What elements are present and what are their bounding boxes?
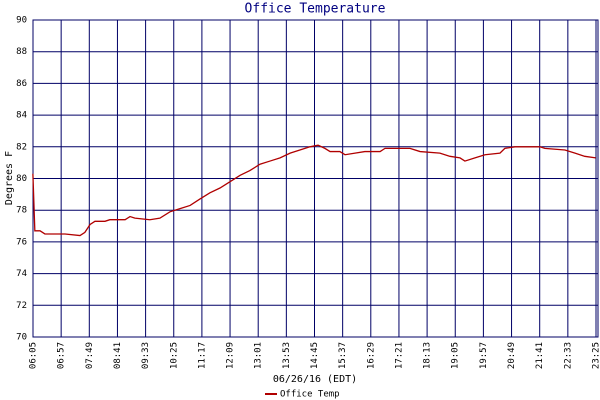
x-axis-label: 06/26/16 (EDT) — [273, 374, 357, 385]
chart-title: Office Temperature — [245, 2, 386, 17]
y-tick-label: 76 — [16, 237, 27, 247]
y-tick-label: 72 — [16, 301, 27, 311]
x-tick-label: 09:33 — [141, 342, 151, 369]
y-tick-label: 70 — [16, 333, 27, 343]
y-tick-label: 90 — [16, 16, 27, 26]
y-tick-label: 86 — [16, 79, 27, 89]
x-tick-label: 20:49 — [507, 342, 517, 369]
x-tick-label: 22:33 — [563, 342, 573, 369]
y-tick-label: 74 — [16, 269, 27, 279]
x-tick-label: 08:41 — [113, 342, 123, 369]
x-tick-label: 17:21 — [394, 342, 404, 369]
x-tick-label: 06:57 — [57, 342, 67, 369]
x-tick-label: 14:45 — [310, 342, 320, 369]
x-tick-label: 13:53 — [282, 342, 292, 369]
x-tick-label: 13:01 — [254, 342, 264, 369]
x-tick-label: 16:29 — [366, 342, 376, 369]
y-tick-label: 84 — [16, 111, 27, 121]
legend-label: Office Temp — [280, 390, 340, 400]
x-tick-label: 11:17 — [197, 342, 207, 369]
x-tick-label: 07:49 — [85, 342, 95, 369]
x-tick-label: 23:25 — [592, 342, 600, 369]
data-line — [32, 144, 596, 237]
x-tick-label: 21:41 — [535, 342, 545, 369]
y-axis-label: Degrees F — [4, 151, 15, 205]
x-tick-label: 10:25 — [169, 342, 179, 369]
x-tick-label: 19:57 — [479, 342, 489, 369]
x-tick-label: 18:13 — [423, 342, 433, 369]
y-tick-label: 82 — [16, 142, 27, 152]
x-tick-label: 06:05 — [29, 342, 39, 369]
x-tick-label: 15:37 — [338, 342, 348, 369]
x-tick-label: 12:09 — [226, 342, 236, 369]
y-tick-label: 80 — [16, 174, 27, 184]
y-tick-label: 78 — [16, 206, 27, 216]
y-tick-label: 88 — [16, 47, 27, 57]
x-tick-label: 19:05 — [451, 342, 461, 369]
